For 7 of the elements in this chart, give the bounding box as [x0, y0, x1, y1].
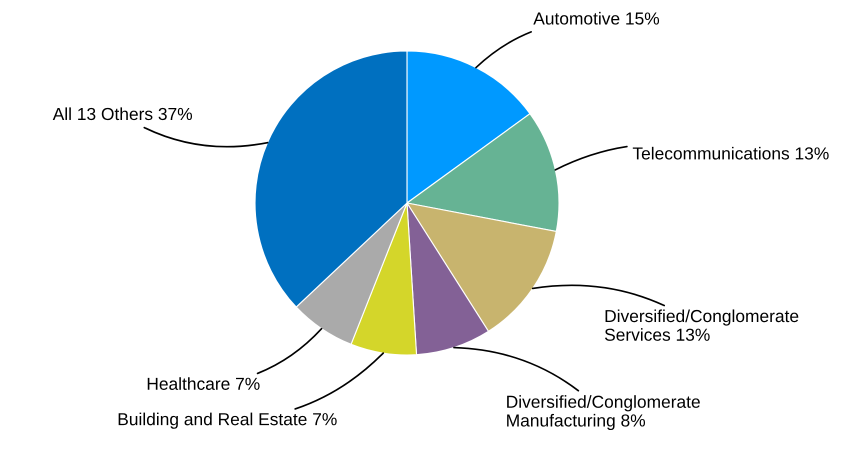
slice-label: Telecommunications 13% [632, 146, 829, 160]
slice-label: All 13 Others 37% [52, 107, 192, 120]
slice-label: Diversified/Conglomerate Services 13% [604, 309, 798, 341]
slice-label: Automotive 15% [533, 12, 660, 25]
slice-label: Building and Real Estate 7% [118, 412, 337, 429]
slice-label: Healthcare 7% [148, 377, 260, 390]
slice-label: Diversified/Conglomerate Manufacturing 8% [507, 395, 700, 430]
